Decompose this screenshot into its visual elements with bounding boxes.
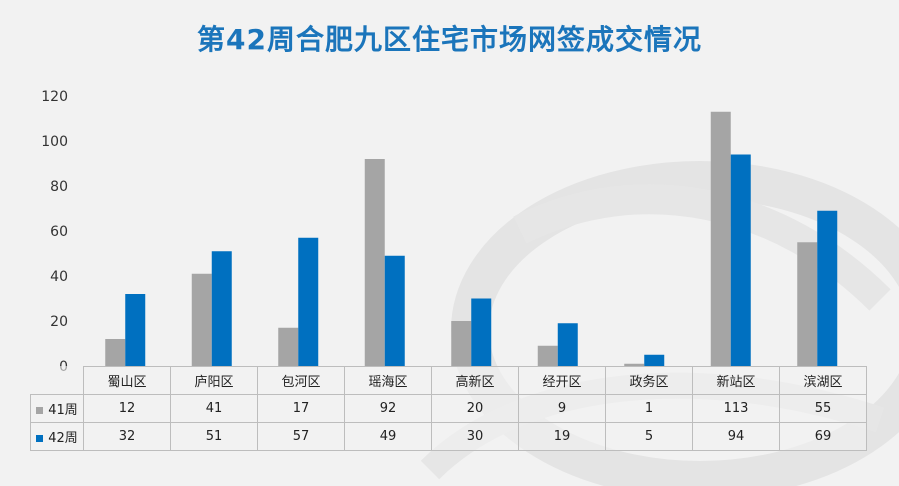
data-cell: 32 bbox=[83, 422, 171, 451]
data-cell: 49 bbox=[344, 422, 432, 451]
bar-41周-经开区 bbox=[537, 345, 558, 366]
data-cell: 30 bbox=[431, 422, 519, 451]
data-cell: 41 bbox=[170, 394, 258, 423]
table-corner bbox=[30, 366, 84, 395]
bar-41周-包河区 bbox=[278, 327, 299, 366]
legend-key-41 bbox=[36, 407, 44, 414]
y-tick-label: 60 bbox=[50, 224, 68, 240]
data-cell: 5 bbox=[605, 422, 693, 451]
category-label: 包河区 bbox=[257, 366, 345, 395]
bar-42周-政务区 bbox=[644, 354, 665, 366]
bar-41周-庐阳区 bbox=[191, 273, 212, 366]
category-label: 新站区 bbox=[692, 366, 780, 395]
bars bbox=[105, 111, 838, 366]
category-label: 瑶海区 bbox=[344, 366, 432, 395]
bar-42周-瑶海区 bbox=[384, 255, 405, 366]
bar-42周-滨湖区 bbox=[817, 210, 838, 366]
y-tick-label: 20 bbox=[50, 314, 68, 330]
category-row: 蜀山区 庐阳区 包河区 瑶海区 高新区 经开区 政务区 新站区 滨湖区 bbox=[30, 366, 867, 395]
data-cell: 20 bbox=[431, 394, 519, 423]
data-cell: 94 bbox=[692, 422, 780, 451]
data-cell: 92 bbox=[344, 394, 432, 423]
legend-key-42 bbox=[36, 435, 44, 442]
y-tick-label: 80 bbox=[50, 179, 68, 195]
bar-42周-高新区 bbox=[471, 298, 492, 366]
data-cell: 17 bbox=[257, 394, 345, 423]
category-label: 政务区 bbox=[605, 366, 693, 395]
data-cell: 69 bbox=[779, 422, 867, 451]
data-cell: 51 bbox=[170, 422, 258, 451]
category-label: 滨湖区 bbox=[779, 366, 867, 395]
chart-title: 第42周合肥九区住宅市场网签成交情况 bbox=[197, 23, 702, 56]
y-tick-label: 100 bbox=[41, 134, 68, 150]
data-cell: 19 bbox=[518, 422, 606, 451]
category-label: 经开区 bbox=[518, 366, 606, 395]
bar-42周-经开区 bbox=[557, 323, 578, 366]
y-axis: 020406080100120 bbox=[41, 89, 68, 375]
y-tick-label: 120 bbox=[41, 89, 68, 105]
series-row-42: 42周 32 51 57 49 30 19 5 94 69 bbox=[30, 422, 867, 451]
bar-42周-新站区 bbox=[730, 154, 751, 366]
data-cell: 1 bbox=[605, 394, 693, 423]
data-cell: 12 bbox=[83, 394, 171, 423]
bar-41周-政务区 bbox=[624, 363, 645, 366]
bar-41周-滨湖区 bbox=[797, 242, 818, 366]
category-label: 高新区 bbox=[431, 366, 519, 395]
bar-42周-蜀山区 bbox=[125, 294, 146, 366]
bar-42周-包河区 bbox=[298, 237, 319, 366]
data-cell: 55 bbox=[779, 394, 867, 423]
legend-41: 41周 bbox=[30, 394, 84, 423]
data-cell: 113 bbox=[692, 394, 780, 423]
category-label: 蜀山区 bbox=[83, 366, 171, 395]
legend-label-41: 41周 bbox=[48, 403, 78, 418]
bar-41周-瑶海区 bbox=[364, 159, 385, 366]
data-table: 蜀山区 庐阳区 包河区 瑶海区 高新区 经开区 政务区 新站区 滨湖区 41周 12 41 17 92… bbox=[30, 366, 867, 451]
data-cell: 9 bbox=[518, 394, 606, 423]
y-tick-label: 40 bbox=[50, 269, 68, 285]
bar-42周-庐阳区 bbox=[211, 251, 232, 366]
bar-41周-高新区 bbox=[451, 321, 472, 366]
data-cell: 57 bbox=[257, 422, 345, 451]
category-label: 庐阳区 bbox=[170, 366, 258, 395]
legend-42: 42周 bbox=[30, 422, 84, 451]
bar-41周-新站区 bbox=[710, 111, 731, 366]
legend-label-42: 42周 bbox=[48, 431, 78, 446]
series-row-41: 41周 12 41 17 92 20 9 1 113 55 bbox=[30, 394, 867, 423]
bar-41周-蜀山区 bbox=[105, 339, 126, 366]
